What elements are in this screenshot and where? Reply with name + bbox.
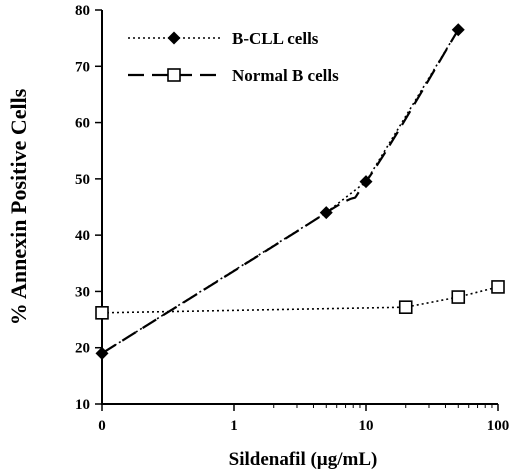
x-ticks: 0 1 10 100 <box>98 404 509 434</box>
x-tick-label: 0 <box>98 418 106 434</box>
data-point-diamond <box>167 31 181 45</box>
data-point-square <box>167 68 181 82</box>
legend-label: Normal B cells <box>232 66 339 85</box>
data-point-square <box>95 306 109 320</box>
y-tick-label: 70 <box>75 59 90 75</box>
series-line <box>101 286 499 314</box>
data-point-square <box>398 300 413 314</box>
x-tick-label: 100 <box>487 418 510 434</box>
y-tick-label: 10 <box>75 397 90 413</box>
y-ticks: 10 20 30 40 50 60 70 80 <box>75 3 102 413</box>
axes <box>101 10 498 405</box>
legend: B-CLL cells Normal B cells <box>128 29 339 85</box>
x-tick-label: 1 <box>230 418 238 434</box>
data-point-diamond <box>319 206 333 220</box>
legend-label: B-CLL cells <box>232 29 319 48</box>
y-tick-label: 80 <box>75 3 90 19</box>
x-axis-title: Sildenafil (µg/mL) <box>229 449 378 470</box>
y-tick-label: 50 <box>75 172 90 188</box>
data-point-diamond <box>451 23 465 37</box>
y-tick-label: 20 <box>75 341 90 357</box>
x-tick-label: 10 <box>359 418 374 434</box>
y-tick-label: 30 <box>75 284 90 300</box>
y-axis-title: % Annexin Positive Cells <box>6 88 31 325</box>
series-lines <box>101 29 499 355</box>
series-markers <box>95 23 505 360</box>
data-point-square <box>451 290 466 304</box>
data-point-diamond <box>359 175 373 189</box>
y-tick-label: 40 <box>75 228 90 244</box>
y-tick-label: 60 <box>75 116 90 132</box>
data-point-square <box>491 280 505 294</box>
fit-curve <box>101 29 460 355</box>
data-point-diamond <box>95 346 109 360</box>
